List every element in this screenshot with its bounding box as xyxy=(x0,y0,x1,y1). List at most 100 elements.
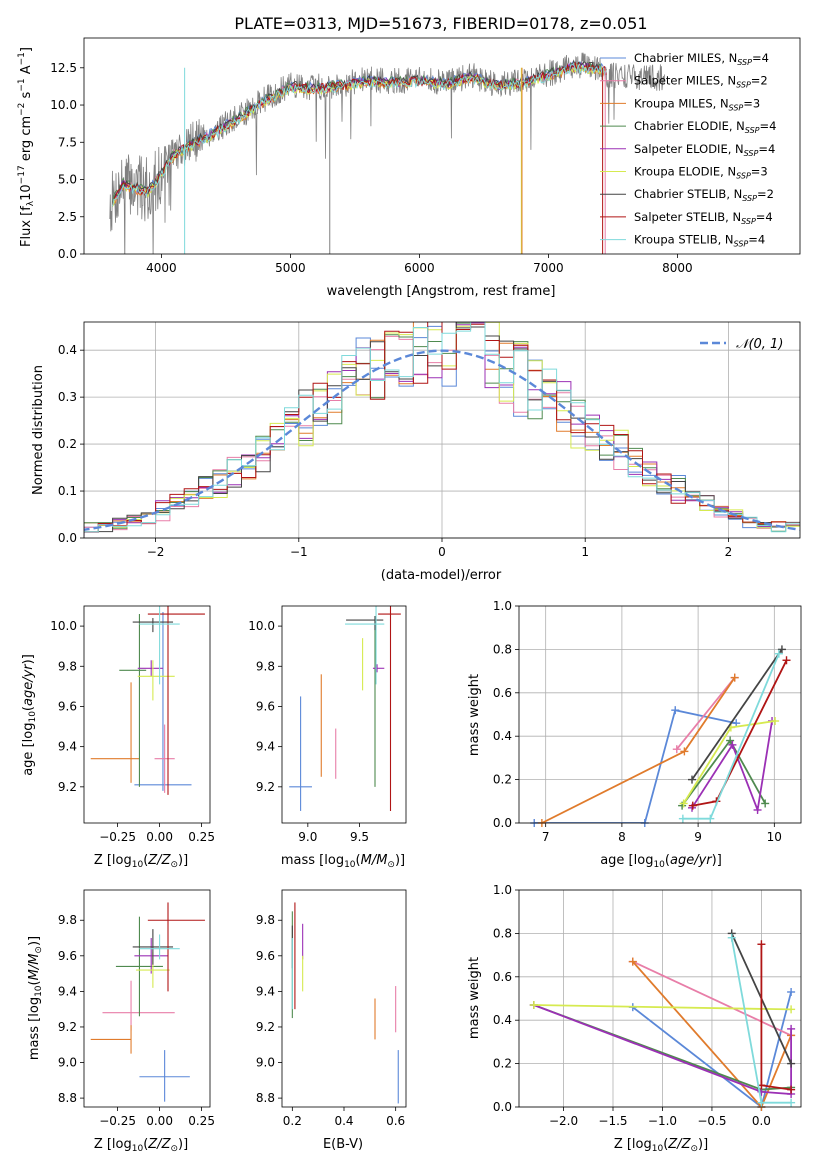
x-tick-label: 9.0 xyxy=(298,830,317,844)
spectrum-xlabel: wavelength [Angstrom, rest frame] xyxy=(327,284,556,299)
x-tick-label: 9 xyxy=(694,830,702,844)
y-tick-label: 0.2 xyxy=(493,773,512,787)
y-tick-label: 9.0 xyxy=(256,1056,275,1070)
legend-label: Salpeter MILES, NSSP=2 xyxy=(634,74,768,90)
legend-label: Salpeter ELODIE, NSSP=4 xyxy=(634,142,775,158)
weight-line-1 xyxy=(676,677,736,750)
y-tick-label: 9.2 xyxy=(256,780,275,794)
y-tick-label: 9.0 xyxy=(58,1056,77,1070)
y-tick-label: 0.4 xyxy=(58,343,77,357)
residual-histogram-8 xyxy=(84,322,800,536)
y-tick-label: 0.0 xyxy=(493,816,512,830)
y-tick-label: 9.2 xyxy=(58,780,77,794)
x-tick-label: 0.25 xyxy=(188,830,215,844)
age-vs-z-xlabel: Z [log10(Z/Z⊙)] xyxy=(94,853,188,870)
x-tick-label: 0.25 xyxy=(188,1114,215,1128)
weight-line-7 xyxy=(760,944,792,1091)
axes-frame xyxy=(518,889,802,1108)
x-tick-label: −0.25 xyxy=(99,1114,136,1128)
y-tick-label: 9.6 xyxy=(58,949,77,963)
x-tick-label: 0 xyxy=(438,545,446,559)
spectrum-plot: 4000 5000 6000 7000 8000 0.0 2.5 5.0 7.5 10.0 12.5… xyxy=(50,37,801,275)
figure-title: PLATE=0313, MJD=51673, FIBERID=0178, z=0… xyxy=(234,14,647,33)
weight-vs-age-xlabel: age [log10(age/yr)] xyxy=(600,853,722,870)
weight-vs-age-plot: 7 8 9 10 0.0 0.2 0.4 0.6 0.8 1.0 xyxy=(493,599,802,844)
weight-vs-z-xlabel: Z [log10(Z/Z⊙)] xyxy=(614,1137,708,1154)
reference-legend-label: 𝒩(0, 1) xyxy=(736,337,783,352)
y-tick-label: 8.8 xyxy=(256,1091,275,1105)
weight-line-2 xyxy=(632,961,792,1107)
y-tick-label: 10.0 xyxy=(248,619,275,633)
weight-line-5 xyxy=(533,1004,792,1011)
x-tick-label: −0.5 xyxy=(697,1114,726,1128)
x-tick-label: −1 xyxy=(290,545,308,559)
y-tick-label: 0.2 xyxy=(493,1057,512,1071)
legend-label: Chabrier STELIB, NSSP=2 xyxy=(634,187,774,203)
weight-vs-z-panel: −2.0 −1.5 −1.0 −0.5 0.0 0.0 0.2 0.4 0.6 0.8 1.0 Z … xyxy=(467,883,802,1154)
y-tick-label: 1.0 xyxy=(493,883,512,897)
age-vs-mass-plot: 9.0 9.5 9.2 9.4 9.6 9.8 10.0 xyxy=(248,605,407,844)
mass-vs-ebv-panel: 0.2 0.4 0.6 8.8 9.0 9.2 9.4 9.6 9.8 E(B-V) xyxy=(256,889,407,1152)
x-tick-label: 4000 xyxy=(146,261,177,275)
x-tick-label: −1.0 xyxy=(648,1114,677,1128)
y-tick-label: 9.2 xyxy=(58,1020,77,1034)
x-tick-label: 8000 xyxy=(662,261,693,275)
axes-frame xyxy=(518,605,802,824)
y-tick-label: 8.8 xyxy=(58,1091,77,1105)
axes-frame xyxy=(83,37,801,255)
observed-spectrum xyxy=(109,52,665,254)
y-tick-label: 0.6 xyxy=(493,970,512,984)
mass-vs-ebv-plot: 0.2 0.4 0.6 8.8 9.0 9.2 9.4 9.6 9.8 xyxy=(256,889,407,1128)
x-tick-label: 2 xyxy=(725,545,733,559)
x-tick-label: 9.5 xyxy=(350,830,369,844)
y-tick-label: 5.0 xyxy=(58,173,77,187)
residuals-plot: −2 −1 0 1 2 0.0 0.1 0.2 0.3 0.4 𝒩(0, 1) xyxy=(58,321,801,559)
weight-vs-z-plot: −2.0 −1.5 −1.0 −0.5 0.0 0.0 0.2 0.4 0.6 0.8 1.0 xyxy=(493,883,802,1128)
residuals-ylabel: Normed distribution xyxy=(31,365,46,495)
axes-frame xyxy=(83,321,801,539)
mass-vs-ebv-xlabel: E(B-V) xyxy=(323,1137,363,1152)
y-tick-label: 9.4 xyxy=(256,984,275,998)
y-tick-label: 10.0 xyxy=(50,619,77,633)
y-tick-label: 0.3 xyxy=(58,390,77,404)
residuals-panel: −2 −1 0 1 2 0.0 0.1 0.2 0.3 0.4 𝒩(0, 1) (data-mode… xyxy=(31,321,801,583)
y-tick-label: 9.8 xyxy=(256,659,275,673)
y-tick-label: 0.4 xyxy=(493,1013,512,1027)
y-tick-label: 7.5 xyxy=(58,135,77,149)
weight-line-1 xyxy=(632,960,792,1037)
y-tick-label: 9.4 xyxy=(256,740,275,754)
y-tick-label: 9.8 xyxy=(256,913,275,927)
x-tick-label: 0.00 xyxy=(146,1114,173,1128)
legend-label: Kroupa ELODIE, NSSP=3 xyxy=(634,165,768,181)
y-tick-label: 0.1 xyxy=(58,484,77,498)
age-vs-z-panel: −0.25 0.00 0.25 9.2 9.4 9.6 9.8 10.0 Z [log10(Z… xyxy=(21,605,215,870)
y-tick-label: 9.8 xyxy=(58,659,77,673)
weight-vs-age-panel: 7 8 9 10 0.0 0.2 0.4 0.6 0.8 1.0 age [log10(age/y… xyxy=(467,599,802,870)
normal-reference-curve xyxy=(84,349,800,532)
legend-label: Chabrier MILES, NSSP=4 xyxy=(634,51,769,67)
mass-vs-z-panel: −0.25 0.00 0.25 8.8 9.0 9.2 9.4 9.6 9.8 Z [log10… xyxy=(27,889,215,1154)
x-tick-label: 0.4 xyxy=(334,1114,353,1128)
x-tick-label: −1.5 xyxy=(598,1114,627,1128)
weight-line-0 xyxy=(534,709,737,823)
x-tick-label: 5000 xyxy=(275,261,306,275)
x-tick-label: 1 xyxy=(581,545,589,559)
y-tick-label: 12.5 xyxy=(50,61,77,75)
y-tick-label: 0.6 xyxy=(493,686,512,700)
x-tick-label: 7000 xyxy=(533,261,564,275)
x-tick-label: 6000 xyxy=(404,261,435,275)
legend-label: Salpeter STELIB, NSSP=4 xyxy=(634,210,773,226)
mass-vs-z-ylabel: mass [log10(M/M⊙)] xyxy=(27,936,44,1060)
legend-label: Kroupa MILES, NSSP=3 xyxy=(634,96,760,112)
y-tick-label: 9.6 xyxy=(256,699,275,713)
axes-frame xyxy=(83,889,211,1108)
x-tick-label: 0.6 xyxy=(386,1114,405,1128)
residuals-xlabel: (data-model)/error xyxy=(381,568,502,583)
y-tick-label: 9.4 xyxy=(58,740,77,754)
spectrum-panel: 4000 5000 6000 7000 8000 0.0 2.5 5.0 7.5 10.0 12.5… xyxy=(17,37,801,299)
axes-frame xyxy=(83,605,211,824)
y-tick-label: 0.8 xyxy=(493,642,512,656)
mass-vs-z-xlabel: Z [log10(Z/Z⊙)] xyxy=(94,1137,188,1154)
legend-label: Chabrier ELODIE, NSSP=4 xyxy=(634,119,776,135)
weight-line-4 xyxy=(691,720,773,814)
